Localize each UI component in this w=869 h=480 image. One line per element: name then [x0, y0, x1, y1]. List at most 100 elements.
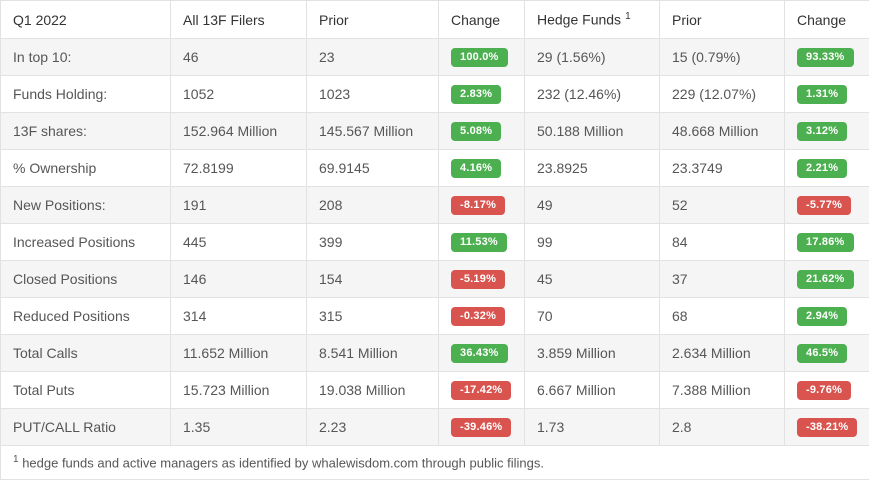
footnote: 1 hedge funds and active managers as ide…	[0, 445, 869, 480]
hedge-funds-value: 6.667 Million	[524, 371, 660, 409]
all-filers-change-cell: -39.46%	[438, 408, 525, 446]
table-row: Increased Positions 445 399 11.53% 99 84…	[0, 223, 869, 261]
row-label: Increased Positions	[0, 223, 171, 261]
hedge-funds-prior-value: 7.388 Million	[659, 371, 785, 409]
change-badge: 2.21%	[797, 158, 848, 179]
hedge-funds-change-cell: 17.86%	[784, 223, 869, 261]
change-badge: 2.83%	[451, 84, 502, 105]
table-row: 13F shares: 152.964 Million 145.567 Mill…	[0, 112, 869, 150]
hedge-funds-change-cell: 21.62%	[784, 260, 869, 298]
col-header-hedge-funds: Hedge Funds 1	[524, 0, 660, 39]
hedge-funds-value: 3.859 Million	[524, 334, 660, 372]
row-label: New Positions:	[0, 186, 171, 224]
row-label: PUT/CALL Ratio	[0, 408, 171, 446]
all-filers-change-cell: 11.53%	[438, 223, 525, 261]
hedge-funds-prior-value: 229 (12.07%)	[659, 75, 785, 113]
all-filers-value: 314	[170, 297, 307, 335]
col-header-all-13f-filers: All 13F Filers	[170, 0, 307, 39]
change-badge: -38.21%	[797, 417, 858, 438]
hedge-funds-label: Hedge Funds	[537, 11, 622, 28]
all-filers-prior-value: 315	[306, 297, 439, 335]
all-filers-change-cell: 2.83%	[438, 75, 525, 113]
row-label: In top 10:	[0, 38, 171, 76]
all-filers-change-cell: -0.32%	[438, 297, 525, 335]
all-filers-change-cell: 4.16%	[438, 149, 525, 187]
change-badge: 21.62%	[797, 269, 854, 290]
all-filers-change-cell: 36.43%	[438, 334, 525, 372]
row-label: Reduced Positions	[0, 297, 171, 335]
hedge-funds-prior-value: 84	[659, 223, 785, 261]
all-filers-prior-value: 19.038 Million	[306, 371, 439, 409]
all-filers-change-cell: -5.19%	[438, 260, 525, 298]
all-filers-value: 72.8199	[170, 149, 307, 187]
all-filers-prior-value: 69.9145	[306, 149, 439, 187]
change-badge: 93.33%	[797, 47, 854, 68]
hedge-funds-value: 99	[524, 223, 660, 261]
change-badge: -39.46%	[451, 417, 512, 438]
row-label: % Ownership	[0, 149, 171, 187]
hedge-funds-value: 1.73	[524, 408, 660, 446]
change-badge: -8.17%	[451, 195, 506, 216]
all-filers-value: 46	[170, 38, 307, 76]
all-filers-prior-value: 208	[306, 186, 439, 224]
hedge-funds-value: 49	[524, 186, 660, 224]
change-badge: 2.94%	[797, 306, 848, 327]
table-row: PUT/CALL Ratio 1.35 2.23 -39.46% 1.73 2.…	[0, 408, 869, 446]
change-badge: 46.5%	[797, 343, 848, 364]
table-row: Total Puts 15.723 Million 19.038 Million…	[0, 371, 869, 409]
hedge-funds-prior-value: 2.8	[659, 408, 785, 446]
change-badge: -5.77%	[797, 195, 852, 216]
all-filers-prior-value: 8.541 Million	[306, 334, 439, 372]
hedge-funds-value: 23.8925	[524, 149, 660, 187]
table-row: % Ownership 72.8199 69.9145 4.16% 23.892…	[0, 149, 869, 187]
hedge-funds-value: 232 (12.46%)	[524, 75, 660, 113]
col-header-prior-all: Prior	[306, 0, 439, 39]
change-badge: 100.0%	[451, 47, 508, 68]
hedge-funds-change-cell: 2.21%	[784, 149, 869, 187]
hedge-funds-change-cell: 93.33%	[784, 38, 869, 76]
hedge-funds-prior-value: 48.668 Million	[659, 112, 785, 150]
table-row: Reduced Positions 314 315 -0.32% 70 68 2…	[0, 297, 869, 335]
col-header-prior-hf: Prior	[659, 0, 785, 39]
all-filers-value: 11.652 Million	[170, 334, 307, 372]
hedge-funds-value: 50.188 Million	[524, 112, 660, 150]
all-filers-prior-value: 154	[306, 260, 439, 298]
row-label: Total Calls	[0, 334, 171, 372]
all-filers-value: 152.964 Million	[170, 112, 307, 150]
change-badge: 11.53%	[451, 232, 507, 253]
col-header-change-hf: Change	[784, 0, 869, 39]
hedge-funds-change-cell: 46.5%	[784, 334, 869, 372]
hedge-funds-prior-value: 37	[659, 260, 785, 298]
footnote-text: hedge funds and active managers as ident…	[22, 455, 544, 471]
header-row: Q1 2022 All 13F Filers Prior Change Hedg…	[0, 0, 869, 39]
hedge-funds-change-cell: 3.12%	[784, 112, 869, 150]
hedge-funds-change-cell: -5.77%	[784, 186, 869, 224]
hedge-funds-value: 45	[524, 260, 660, 298]
row-label: Total Puts	[0, 371, 171, 409]
change-badge: 5.08%	[451, 121, 502, 142]
hedge-funds-prior-value: 2.634 Million	[659, 334, 785, 372]
change-badge: 1.31%	[797, 84, 848, 105]
row-label: Funds Holding:	[0, 75, 171, 113]
all-filers-change-cell: -17.42%	[438, 371, 525, 409]
all-filers-prior-value: 23	[306, 38, 439, 76]
all-filers-prior-value: 399	[306, 223, 439, 261]
change-badge: 36.43%	[451, 343, 508, 364]
change-badge: 17.86%	[797, 232, 854, 253]
table-body: In top 10: 46 23 100.0% 29 (1.56%) 15 (0…	[0, 38, 869, 446]
hedge-funds-change-cell: -38.21%	[784, 408, 869, 446]
hedge-funds-change-cell: 1.31%	[784, 75, 869, 113]
change-badge: 4.16%	[451, 158, 502, 179]
all-filers-prior-value: 1023	[306, 75, 439, 113]
footnote-marker: 1	[13, 454, 19, 466]
hedge-funds-prior-value: 15 (0.79%)	[659, 38, 785, 76]
table-row: Closed Positions 146 154 -5.19% 45 37 21…	[0, 260, 869, 298]
all-filers-value: 15.723 Million	[170, 371, 307, 409]
all-filers-change-cell: 100.0%	[438, 38, 525, 76]
col-header-period: Q1 2022	[0, 0, 171, 39]
hedge-funds-prior-value: 68	[659, 297, 785, 335]
footnote-row: 1 hedge funds and active managers as ide…	[0, 445, 869, 480]
hedge-funds-value: 70	[524, 297, 660, 335]
